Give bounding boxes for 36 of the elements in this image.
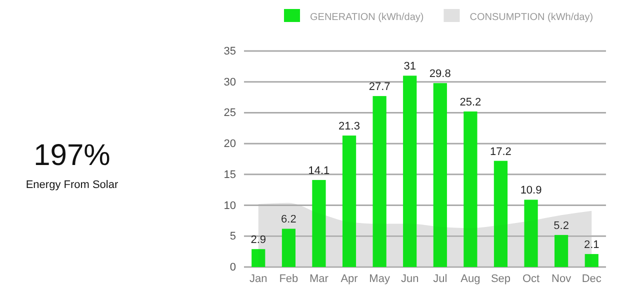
y-tick-label: 0 (230, 262, 236, 274)
data-label: 2.9 (250, 234, 266, 246)
data-label: 21.3 (338, 120, 360, 133)
y-tick-label: 25 (224, 107, 236, 120)
data-label: 27.7 (368, 81, 390, 94)
y-tick-label: 15 (224, 168, 236, 181)
data-label: 29.8 (429, 68, 451, 80)
x-tick-label: Nov (552, 272, 572, 285)
x-tick-label: May (369, 272, 390, 285)
y-tick-label: 30 (224, 76, 236, 88)
data-label: 10.9 (520, 184, 542, 197)
legend-label: GENERATION (kWh/day) (310, 12, 424, 23)
data-label: 31 (404, 60, 416, 73)
y-tick-label: 35 (224, 46, 236, 58)
x-tick-label: Mar (310, 272, 329, 285)
data-label: 6.2 (281, 214, 296, 226)
x-tick-label: Jun (400, 272, 419, 285)
x-tick-label: Jul (433, 272, 448, 285)
text: Energy From Solar (26, 179, 118, 191)
x-tick-label: Jan (250, 272, 268, 285)
data-label: 25.2 (460, 96, 482, 108)
data-label: 17.2 (490, 146, 512, 158)
x-tick-label: Dec (582, 272, 602, 285)
x-tick-label: Feb (279, 272, 298, 285)
x-tick-label: Apr (340, 272, 358, 285)
legend-label: CONSUMPTION (kWh/day) (470, 12, 594, 23)
x-tick-label: Sep (490, 272, 511, 285)
x-tick-label: Aug (460, 272, 480, 285)
y-tick-label: 20 (224, 138, 236, 150)
data-label: 5.2 (554, 220, 569, 232)
data-label: 14.1 (308, 164, 330, 177)
y-tick-label: 10 (224, 200, 236, 212)
y-tick-label: 5 (230, 230, 236, 243)
data-label: 2.1 (584, 239, 600, 252)
x-tick-label: Oct (522, 272, 540, 285)
text: 197% (34, 139, 110, 172)
